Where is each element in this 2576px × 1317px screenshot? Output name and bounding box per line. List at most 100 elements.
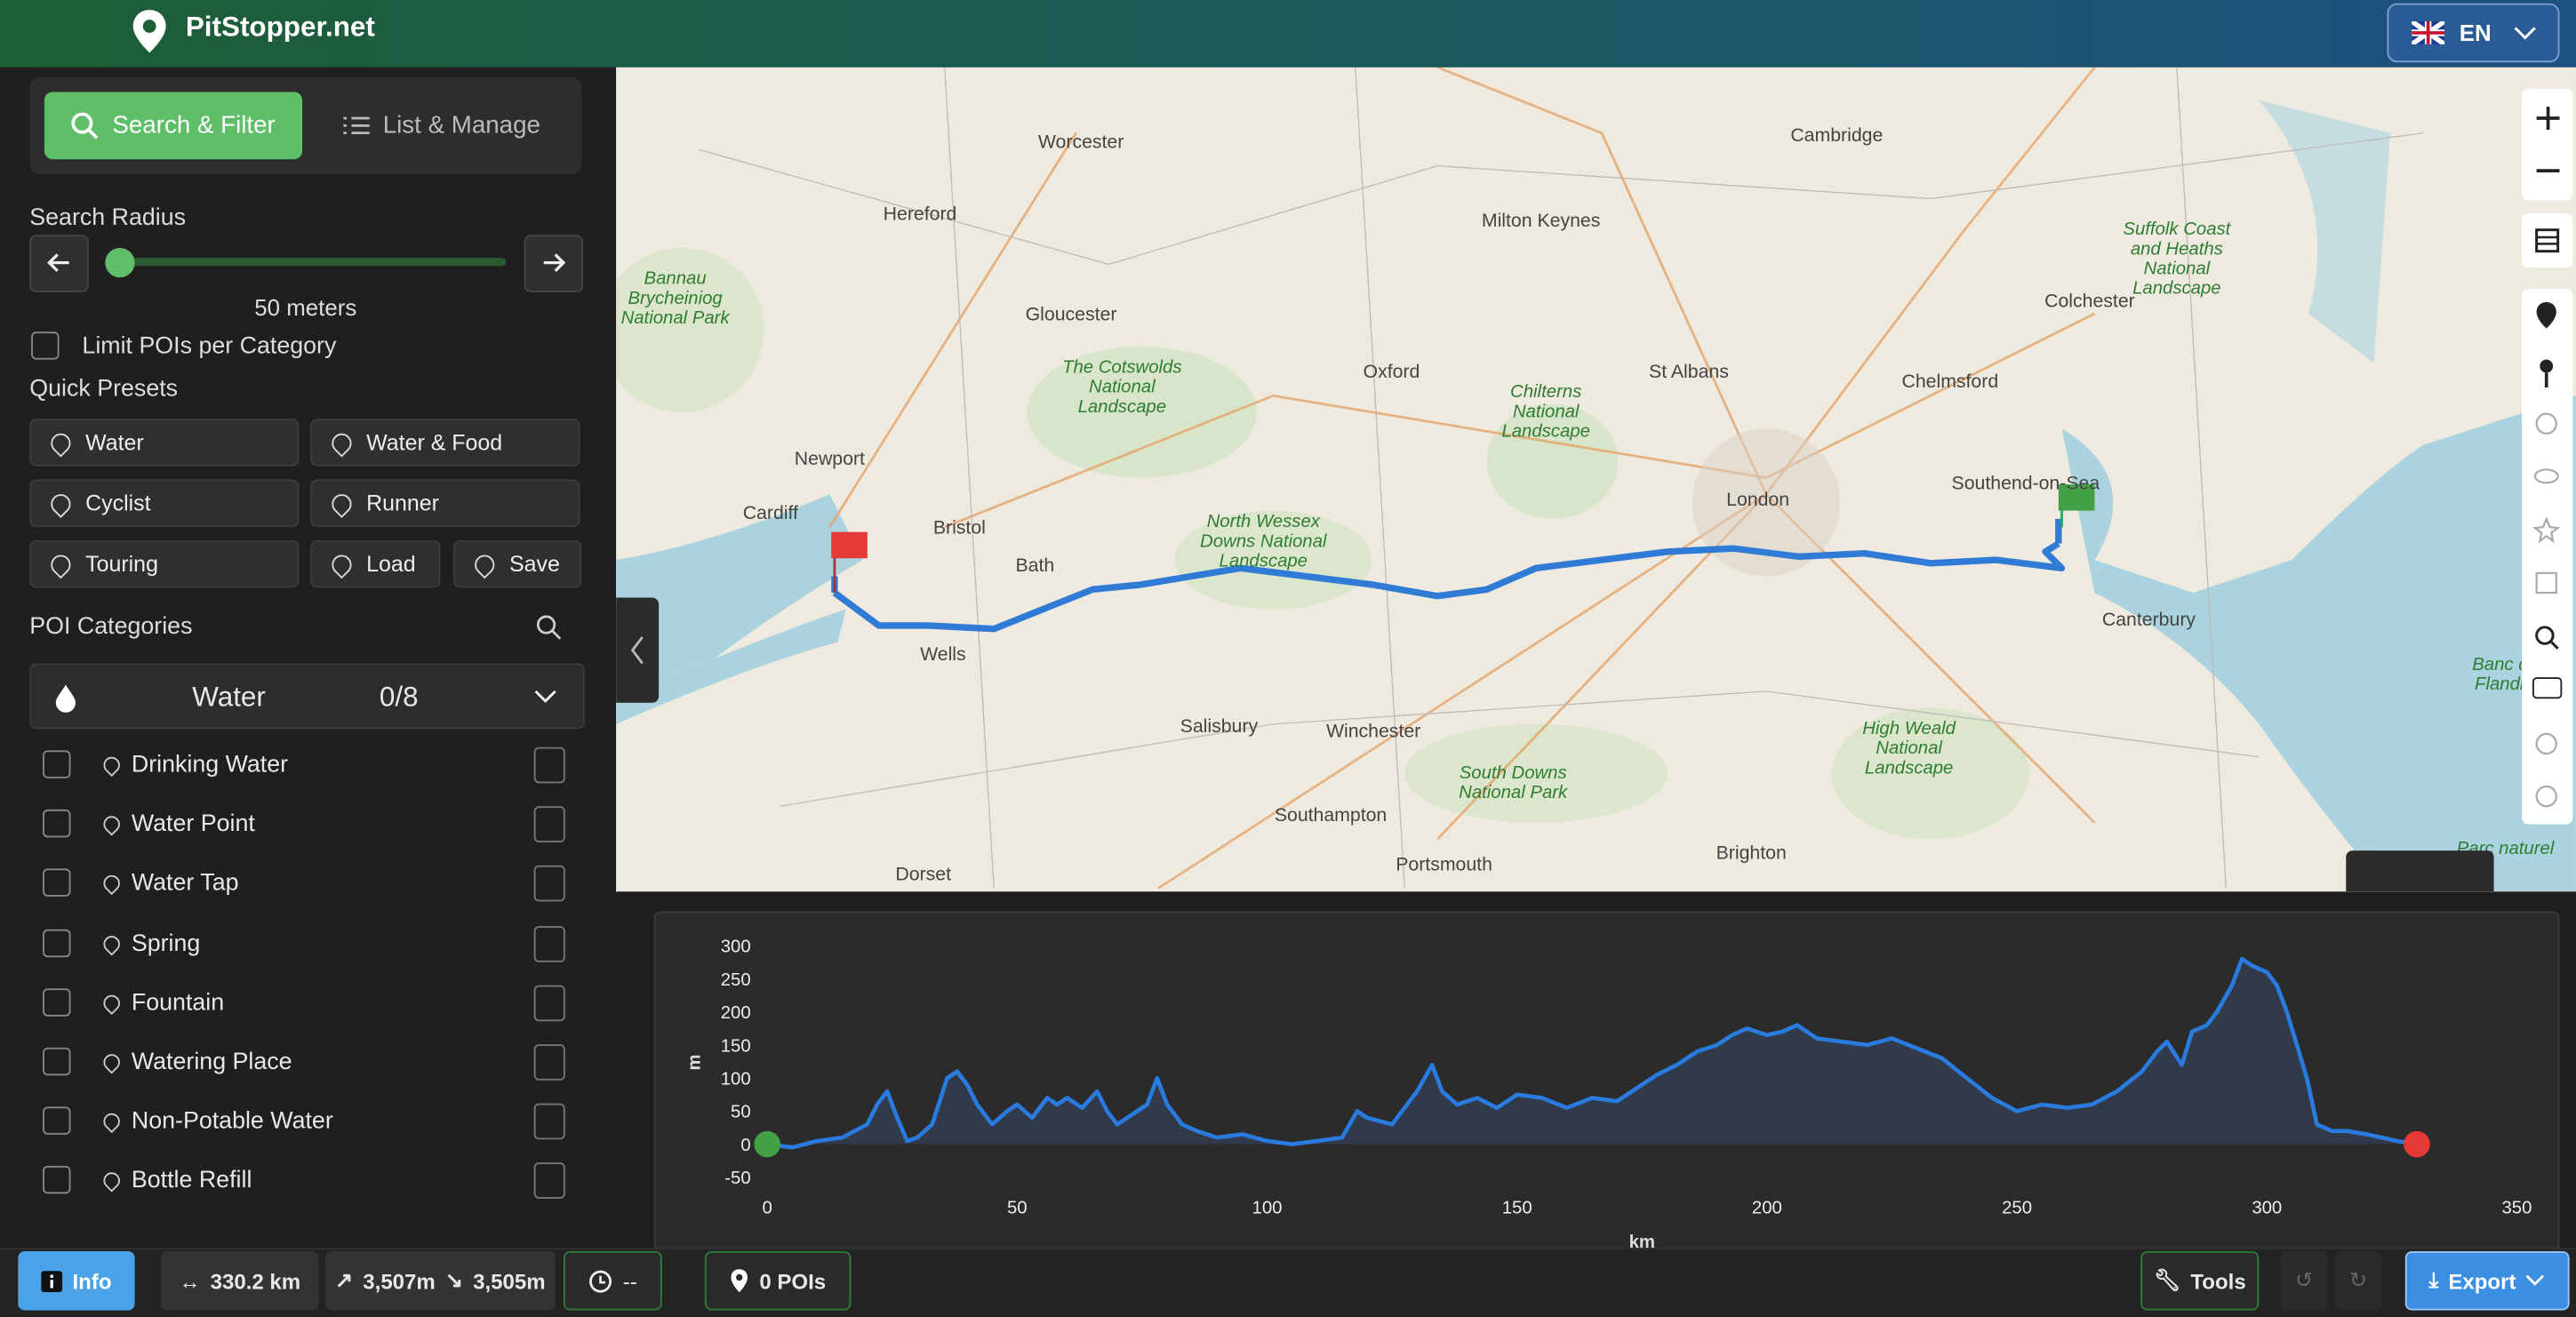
preset-label: Touring (85, 551, 158, 577)
item-checkbox[interactable] (43, 987, 71, 1017)
radius-increase[interactable] (524, 235, 584, 292)
tools-button[interactable]: 🔧︎ Tools (2140, 1250, 2260, 1311)
pois-button[interactable]: 0 POIs (704, 1250, 852, 1311)
map-label: Cambridge (1790, 126, 1884, 147)
map-label: St Albans (1649, 363, 1729, 383)
map-label: Brighton (1716, 843, 1787, 864)
layers-button[interactable] (2522, 213, 2573, 268)
language-select[interactable]: EN (2387, 3, 2560, 63)
preset-button[interactable]: Water & Food (310, 419, 580, 467)
collapse-sidebar[interactable] (616, 597, 660, 703)
preset-icon (46, 489, 76, 517)
edit-button[interactable] (533, 746, 565, 784)
profile-toggle[interactable] (2346, 850, 2494, 892)
preset-button[interactable]: Cyclist (29, 479, 300, 528)
category-group[interactable]: Water 0/8 (29, 663, 585, 730)
edit-button[interactable] (533, 925, 565, 962)
tab-search[interactable]: Search & Filter (44, 92, 303, 160)
map-label: Wells (920, 645, 966, 666)
pin-icon (731, 1269, 748, 1293)
preset-icon (327, 550, 356, 579)
info-button[interactable]: Info (18, 1250, 135, 1311)
map-label: Southampton (1274, 806, 1388, 826)
redo-button[interactable]: ↻ (2334, 1250, 2382, 1311)
item-checkbox[interactable] (43, 750, 71, 778)
end-marker (2404, 1130, 2430, 1158)
tab-label: List & Manage (382, 111, 540, 140)
radius-decrease[interactable] (29, 235, 89, 292)
map-label: Southend-on-Sea (1951, 474, 2100, 495)
category-search[interactable] (536, 614, 563, 641)
chevron-left (630, 636, 644, 665)
preset-button[interactable]: Water (29, 419, 300, 467)
elevation-area (767, 959, 2417, 1148)
layers-icon (2535, 228, 2560, 253)
edit-button[interactable] (533, 1044, 565, 1081)
arrow-right (543, 253, 566, 273)
arrow-left (47, 253, 69, 273)
undo-button[interactable]: ↺ (2280, 1250, 2328, 1311)
item-icon (100, 1110, 124, 1134)
map-label: Canterbury (2101, 611, 2196, 631)
y-tick-label: 200 (721, 1003, 751, 1023)
x-tick-label: 200 (1752, 1198, 1782, 1217)
categories-label: POI Categories (29, 614, 193, 641)
map-label: Bannau Brycheiniog National Park (620, 269, 730, 329)
map[interactable]: Worcester Cambridge Hereford Milton Keynes S… (616, 67, 2576, 892)
y-tick-label: -50 (724, 1169, 750, 1188)
footer: Info ↔ 330.2 km ↗ 3,507m ↘ 3,505m -- 0 POIs … (0, 1248, 2576, 1317)
distance-icon: ↔ (179, 1268, 201, 1294)
time[interactable]: -- (563, 1250, 662, 1311)
wrench-icon: 🔧︎ (2153, 1267, 2181, 1293)
info-icon (41, 1270, 63, 1292)
item-icon (100, 872, 124, 896)
info-label: Info (72, 1268, 112, 1294)
limit-checkbox[interactable] (31, 331, 60, 360)
preset-button[interactable]: Touring (29, 539, 300, 588)
item-label: Water Tap (131, 870, 239, 898)
item-icon (100, 1050, 124, 1074)
map-label: Portsmouth (1396, 855, 1492, 875)
slider-thumb[interactable] (105, 248, 135, 278)
x-tick-label: 150 (1502, 1198, 1532, 1217)
edit-button[interactable] (533, 985, 565, 1021)
map-tools[interactable] (2522, 289, 2573, 825)
edit-button[interactable] (533, 806, 565, 843)
map-label: London (1726, 491, 1790, 511)
edit-button[interactable] (533, 1103, 565, 1140)
item-label: Watering Place (131, 1049, 292, 1076)
edit-button[interactable] (533, 866, 565, 903)
item-checkbox[interactable] (43, 929, 71, 957)
presets-label: Quick Presets (29, 376, 179, 403)
edit-button[interactable] (533, 1162, 565, 1200)
ascent-icon: ↗ (335, 1267, 354, 1293)
preset-label: Water (85, 430, 144, 455)
item-checkbox[interactable] (43, 869, 71, 898)
y-tick-label: 0 (740, 1136, 750, 1155)
list-icon (343, 116, 370, 135)
radius-slider[interactable] (111, 258, 507, 267)
item-checkbox[interactable] (43, 1106, 71, 1136)
map-label: High Weald National Landscape (1862, 719, 1956, 778)
preset-icon (46, 428, 76, 457)
item-label: Spring (131, 930, 201, 957)
preset-button[interactable]: Save (453, 539, 582, 588)
chevron (2526, 1274, 2545, 1286)
zoom-control[interactable] (2522, 88, 2573, 201)
export-button[interactable]: ⤓ Export (2404, 1250, 2570, 1311)
chevron (2514, 27, 2536, 40)
x-tick-label: 350 (2502, 1198, 2532, 1217)
map-label: Salisbury (1180, 717, 1259, 738)
map-label: North Wessex Downs National Landscape (1200, 512, 1327, 571)
tab-list[interactable]: List & Manage (319, 92, 565, 159)
preset-button[interactable]: Load (310, 539, 441, 588)
y-tick-label: 50 (731, 1103, 751, 1122)
item-checkbox[interactable] (43, 810, 71, 838)
item-checkbox[interactable] (43, 1166, 71, 1194)
preset-button[interactable]: Runner (310, 479, 580, 528)
category-item: Bottle Refill (43, 1158, 585, 1207)
y-tick-label: 300 (721, 938, 751, 957)
item-checkbox[interactable] (43, 1047, 71, 1076)
x-tick-label: 100 (1252, 1198, 1283, 1217)
